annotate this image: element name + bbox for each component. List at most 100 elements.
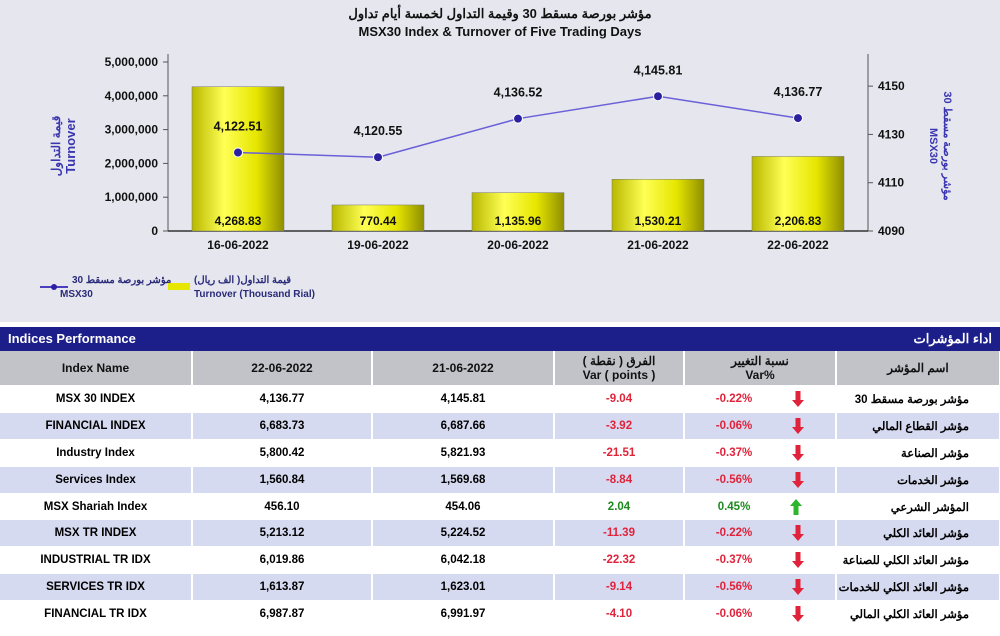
msx30-value-label: 4,136.52: [494, 86, 543, 100]
table-header-row: Index Name 22-06-2022 21-06-2022 الفرق (…: [0, 351, 1000, 386]
right-axis-title-ar: مؤشر بورصة مسقط 30: [941, 91, 953, 200]
cell-date-1: 4,136.77: [192, 385, 373, 413]
col-date-1: 22-06-2022: [192, 351, 373, 386]
table-row: MSX Shariah Index 456.10 454.06 2.04 0.45% ال…: [0, 492, 1000, 520]
cell-var-pct: -0.06%: [684, 411, 837, 440]
cell-date-1: 6,019.86: [192, 546, 373, 574]
right-axis-title-en: MSX30: [927, 128, 939, 164]
cell-index-name: INDUSTRIAL TR IDX: [0, 546, 193, 574]
cell-index-name: SERVICES TR IDX: [0, 573, 193, 601]
cell-var-points: 2.04: [554, 492, 685, 520]
cell-var-pct: -0.22%: [684, 519, 837, 547]
cell-date-1: 456.10: [192, 492, 373, 520]
up-arrow-icon: [790, 498, 803, 515]
table-title-bar: Indices Performance اداء المؤشرات: [0, 327, 1000, 351]
x-tick-label: 21-06-2022: [627, 238, 689, 252]
down-arrow-icon: [792, 390, 805, 407]
turnover-bar: [331, 204, 425, 232]
cell-date-2: 1,569.68: [372, 465, 555, 494]
cell-date-2: 6,042.18: [372, 546, 555, 574]
cell-index-name: FINANCIAL INDEX: [0, 411, 193, 440]
down-arrow-icon: [792, 444, 805, 461]
cell-var-points: -21.51: [554, 438, 685, 467]
table-row: Industry Index 5,800.42 5,821.93 -21.51 -0.3…: [0, 438, 1000, 467]
cell-date-2: 6,991.97: [372, 600, 555, 628]
down-arrow-icon: [792, 525, 805, 542]
msx30-value-label: 4,136.77: [774, 85, 823, 99]
left-tick-label: 3,000,000: [105, 123, 159, 137]
right-tick-label: 4110: [878, 176, 904, 190]
legend-turnover-ar: قيمة التداول( الف ريال): [194, 275, 292, 286]
table-row: SERVICES TR IDX 1,613.87 1,623.01 -9.14 -0.5…: [0, 573, 1000, 601]
legend-turnover-en: Turnover (Thousand Rial): [194, 289, 315, 300]
cell-date-2: 4,145.81: [372, 385, 555, 413]
cell-index-name: MSX 30 INDEX: [0, 385, 193, 413]
col-var-points: الفرق ( نقطة ) Var ( points ): [554, 351, 685, 386]
cell-index-name-ar: مؤشر بورصة مسقط 30: [836, 385, 1000, 413]
combo-chart: 0 1,000,000 2,000,000 3,000,000 4,000,000 5,0…: [49, 54, 953, 252]
cell-var-pct: -0.37%: [684, 546, 837, 574]
x-tick-label: 20-06-2022: [487, 238, 549, 252]
msx30-line: [237, 95, 799, 158]
cell-var-pct: -0.56%: [684, 465, 837, 494]
cell-index-name: MSX Shariah Index: [0, 492, 193, 520]
col-var-pct: نسبة التغيير Var%: [684, 351, 837, 386]
cell-date-2: 454.06: [372, 492, 555, 520]
msx30-point: [793, 113, 803, 124]
cell-index-name: MSX TR INDEX: [0, 519, 193, 547]
left-axis-title-ar: قيمة التداول: [49, 115, 64, 176]
right-tick-label: 4090: [878, 224, 905, 238]
cell-var-points: -9.14: [554, 573, 685, 601]
cell-date-2: 6,687.66: [372, 411, 555, 440]
cell-date-1: 1,560.84: [192, 465, 373, 494]
col-index-name: Index Name: [0, 351, 193, 386]
down-arrow-icon: [792, 579, 805, 596]
x-tick-label: 22-06-2022: [767, 238, 829, 252]
cell-var-pct: -0.37%: [684, 438, 837, 467]
msx30-value-label: 4,120.55: [354, 124, 403, 138]
cell-date-1: 6,683.73: [192, 411, 373, 440]
legend-bar-swatch: [168, 283, 190, 290]
down-arrow-icon: [792, 417, 805, 434]
cell-date-1: 5,213.12: [192, 519, 373, 547]
right-tick-label: 4150: [878, 79, 905, 93]
bar-value-label: 2,206.83: [775, 214, 822, 228]
cell-var-points: -3.92: [554, 411, 685, 440]
bar-value-label: 770.44: [360, 214, 397, 228]
cell-var-points: -8.84: [554, 465, 685, 494]
msx30-point: [513, 113, 523, 124]
bar-value-label: 4,268.83: [215, 214, 262, 228]
table-row: MSX TR INDEX 5,213.12 5,224.52 -11.39 -0.22%…: [0, 519, 1000, 547]
cell-index-name: Services Index: [0, 465, 193, 494]
right-tick-label: 4130: [878, 127, 905, 141]
col-index-name-ar: اسم المؤشر: [836, 351, 1000, 386]
cell-var-points: -11.39: [554, 519, 685, 547]
left-tick-label: 1,000,000: [105, 190, 159, 204]
cell-index-name-ar: مؤشر العائد الكلي المالي: [836, 600, 1000, 628]
cell-date-1: 5,800.42: [192, 438, 373, 467]
down-arrow-icon: [792, 606, 805, 623]
left-tick-label: 0: [151, 224, 158, 238]
bar-value-label: 1,135.96: [495, 214, 542, 228]
legend-line-swatch: [40, 284, 68, 290]
msx30-point: [373, 152, 383, 163]
cell-date-2: 1,623.01: [372, 573, 555, 601]
chart-panel: مؤشر بورصة مسقط 30 وقيمة التداول لخمسة أ…: [0, 0, 1000, 322]
cell-date-2: 5,821.93: [372, 438, 555, 467]
table-title-en: Indices Performance: [8, 331, 136, 346]
cell-index-name-ar: المؤشر الشرعي: [836, 492, 1000, 520]
cell-index-name: FINANCIAL TR IDX: [0, 600, 193, 628]
cell-index-name: Industry Index: [0, 438, 193, 467]
msx30-point: [653, 91, 663, 102]
cell-index-name-ar: مؤشر الصناعة: [836, 438, 1000, 467]
cell-var-pct: -0.22%: [684, 385, 837, 413]
x-tick-label: 16-06-2022: [207, 238, 269, 252]
down-arrow-icon: [792, 471, 805, 488]
table-row: FINANCIAL TR IDX 6,987.87 6,991.97 -4.10 -0.…: [0, 600, 1000, 628]
turnover-bar: [191, 86, 285, 232]
cell-index-name-ar: مؤشر العائد الكلي للصناعة: [836, 546, 1000, 574]
chart-title-arabic: مؤشر بورصة مسقط 30 وقيمة التداول لخمسة أ…: [348, 6, 652, 21]
left-tick-label: 4,000,000: [105, 89, 159, 103]
indices-table: Index Name 22-06-2022 21-06-2022 الفرق (…: [0, 351, 1000, 628]
table-row: FINANCIAL INDEX 6,683.73 6,687.66 -3.92 -0.0…: [0, 411, 1000, 440]
